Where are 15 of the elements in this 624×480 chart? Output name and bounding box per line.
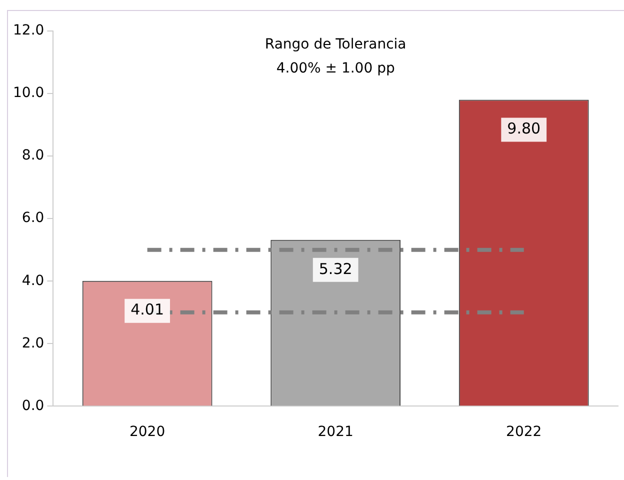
annotation: Rango de Tolerancia — [264, 36, 406, 53]
x-tick-label: 2020 — [129, 424, 166, 440]
x-tick-label: 2022 — [506, 424, 542, 440]
data-label: 9.80 — [507, 120, 541, 138]
y-tick-label: 4.0 — [22, 272, 44, 289]
x-tick-label: 2021 — [318, 424, 354, 440]
y-tick-label: 6.0 — [22, 210, 44, 226]
y-tick-label: 8.0 — [22, 148, 44, 164]
data-label: 5.32 — [318, 260, 352, 278]
y-tick-label: 2.0 — [22, 335, 44, 352]
annotation: 4.00% ± 1.00 pp — [276, 60, 395, 77]
data-label: 4.01 — [130, 300, 164, 319]
y-tick-label: 12.0 — [13, 22, 44, 39]
y-tick-label: 0.0 — [22, 398, 44, 414]
y-tick-label: 10.0 — [13, 85, 44, 102]
